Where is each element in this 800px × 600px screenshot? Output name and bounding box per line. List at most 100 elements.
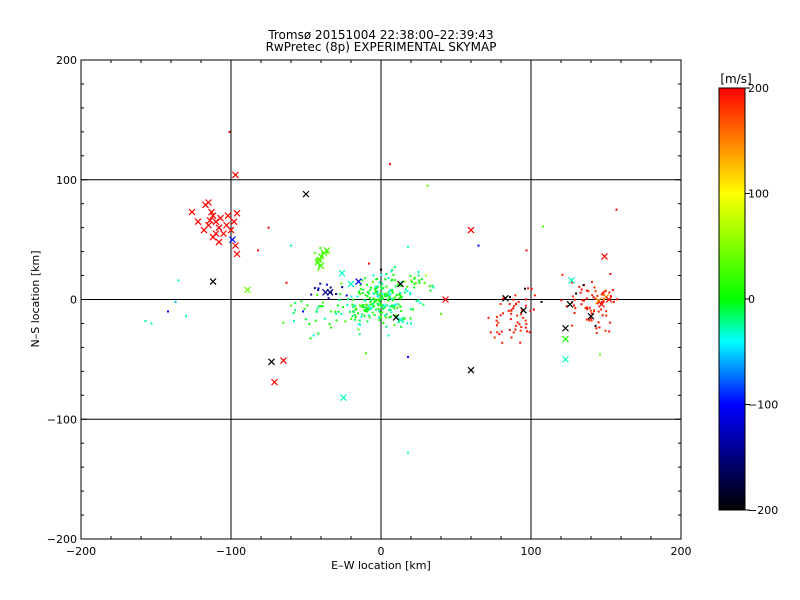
data-point <box>589 317 592 320</box>
colorbar <box>718 87 746 511</box>
data-point-stroke <box>397 280 404 288</box>
data-point <box>354 308 357 311</box>
data-point <box>215 238 223 246</box>
data-point <box>373 287 376 290</box>
data-point <box>585 318 588 321</box>
data-point <box>502 294 509 302</box>
data-point <box>376 285 379 288</box>
data-point <box>392 314 400 321</box>
data-point <box>359 323 362 326</box>
data-point <box>144 320 147 323</box>
data-point <box>315 261 318 264</box>
data-point <box>615 208 618 211</box>
data-point <box>575 292 577 295</box>
data-point <box>573 304 576 307</box>
data-point <box>373 292 376 295</box>
data-point <box>290 304 292 307</box>
x-tick-label: −200 <box>66 545 96 558</box>
data-point <box>344 320 347 323</box>
data-point <box>565 305 568 308</box>
data-point <box>580 303 583 306</box>
data-point <box>600 308 603 311</box>
data-point <box>384 294 387 297</box>
data-point <box>592 309 595 312</box>
data-point <box>280 357 287 364</box>
data-point <box>375 278 378 281</box>
data-point <box>400 325 403 328</box>
data-point <box>362 305 365 308</box>
data-point <box>571 281 574 284</box>
data-point <box>596 294 599 297</box>
data-point <box>584 307 587 310</box>
data-point <box>585 306 588 309</box>
data-point <box>514 328 517 331</box>
data-point <box>368 304 371 307</box>
data-point <box>374 285 377 288</box>
data-point <box>358 304 361 307</box>
data-point <box>389 293 392 296</box>
data-point <box>377 303 380 306</box>
data-point <box>350 295 353 298</box>
data-point-stroke <box>233 209 241 217</box>
data-point <box>369 289 372 292</box>
data-point <box>382 307 385 310</box>
data-point <box>212 218 220 226</box>
data-point <box>313 252 316 255</box>
data-point <box>407 355 409 358</box>
data-point <box>321 255 324 258</box>
data-point <box>467 226 475 234</box>
data-point <box>393 279 396 282</box>
data-point-stroke <box>323 246 331 254</box>
data-point <box>174 300 177 303</box>
data-point <box>417 270 420 273</box>
data-point <box>387 299 390 302</box>
data-point <box>220 230 227 238</box>
data-point <box>317 288 320 291</box>
data-point <box>372 301 375 304</box>
data-point <box>294 309 297 312</box>
data-point <box>425 274 427 277</box>
data-point <box>390 311 393 314</box>
data-point-stroke <box>224 212 232 220</box>
data-point <box>374 291 377 294</box>
data-point <box>595 327 598 330</box>
data-point <box>194 218 202 226</box>
x-tick-label: 200 <box>671 545 692 558</box>
data-point <box>392 299 395 302</box>
data-point <box>397 303 400 306</box>
data-point <box>380 306 383 309</box>
data-point <box>404 288 407 291</box>
data-point <box>384 316 387 319</box>
x-axis: −200 −100 0 100 200 <box>66 60 692 558</box>
data-point <box>379 311 382 314</box>
data-point <box>294 302 297 305</box>
data-point <box>605 314 608 317</box>
data-point <box>598 300 605 308</box>
y-axis-label: N–S location [km] <box>29 250 42 347</box>
data-point <box>389 308 392 311</box>
data-point <box>597 321 600 324</box>
data-point <box>604 289 607 292</box>
data-point <box>415 299 418 302</box>
chart-title: Tromsø 20151004 22:38:00–22:39:43 <box>267 28 493 42</box>
data-point <box>508 303 511 306</box>
data-point <box>585 289 588 292</box>
data-point <box>342 305 345 308</box>
data-point <box>582 284 585 287</box>
data-point <box>597 310 600 313</box>
data-point <box>516 321 519 324</box>
data-point <box>373 314 376 317</box>
data-point <box>390 315 393 318</box>
data-point <box>323 246 331 254</box>
data-point <box>509 318 512 321</box>
data-point <box>329 286 332 289</box>
data-point <box>380 285 383 288</box>
data-point <box>328 322 331 325</box>
data-point <box>351 315 354 318</box>
data-point <box>366 307 369 310</box>
data-point <box>392 273 395 276</box>
data-point <box>363 299 366 302</box>
data-point <box>400 309 403 312</box>
data-point <box>388 295 391 298</box>
data-point <box>501 312 504 315</box>
